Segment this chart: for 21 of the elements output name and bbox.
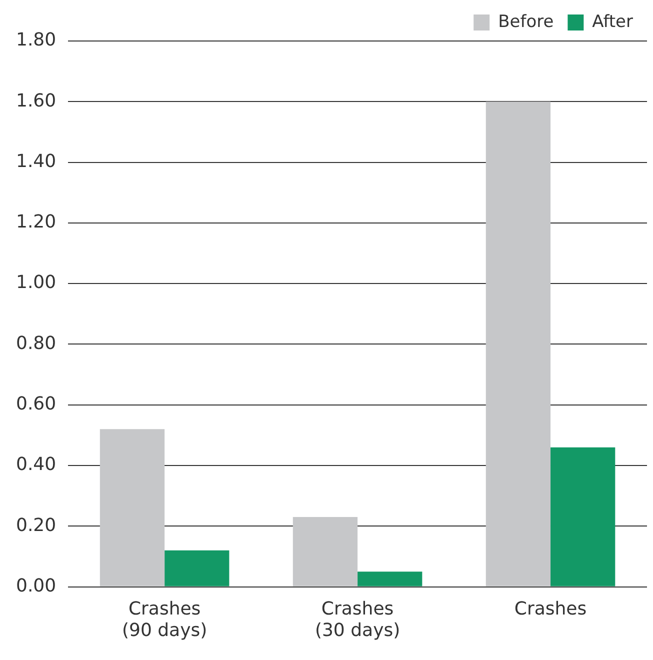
y-tick-label: 0.00 — [16, 575, 56, 596]
bar — [358, 572, 422, 586]
y-tick-label: 0.20 — [16, 514, 56, 536]
x-tick-label: Crashes (90 days) — [122, 598, 208, 641]
legend-label: After — [592, 12, 634, 32]
x-tick-label: Crashes — [514, 598, 587, 620]
y-tick-label: 0.60 — [16, 394, 56, 415]
x-tick-label: Crashes (30 days) — [314, 598, 400, 641]
bar — [486, 102, 551, 586]
y-tick-label: 1.60 — [16, 90, 56, 112]
y-tick-label: 0.40 — [16, 454, 56, 476]
bar — [100, 429, 165, 586]
bar — [164, 550, 230, 586]
bar — [292, 517, 358, 586]
y-tick-label: 1.00 — [16, 272, 56, 294]
y-tick-label: 1.80 — [16, 30, 56, 51]
y-tick-label: 0.80 — [16, 332, 56, 354]
bar — [550, 447, 616, 586]
y-tick-label: 1.20 — [16, 212, 56, 233]
legend-label: Before — [498, 12, 554, 32]
y-tick-label: 1.40 — [16, 150, 56, 172]
